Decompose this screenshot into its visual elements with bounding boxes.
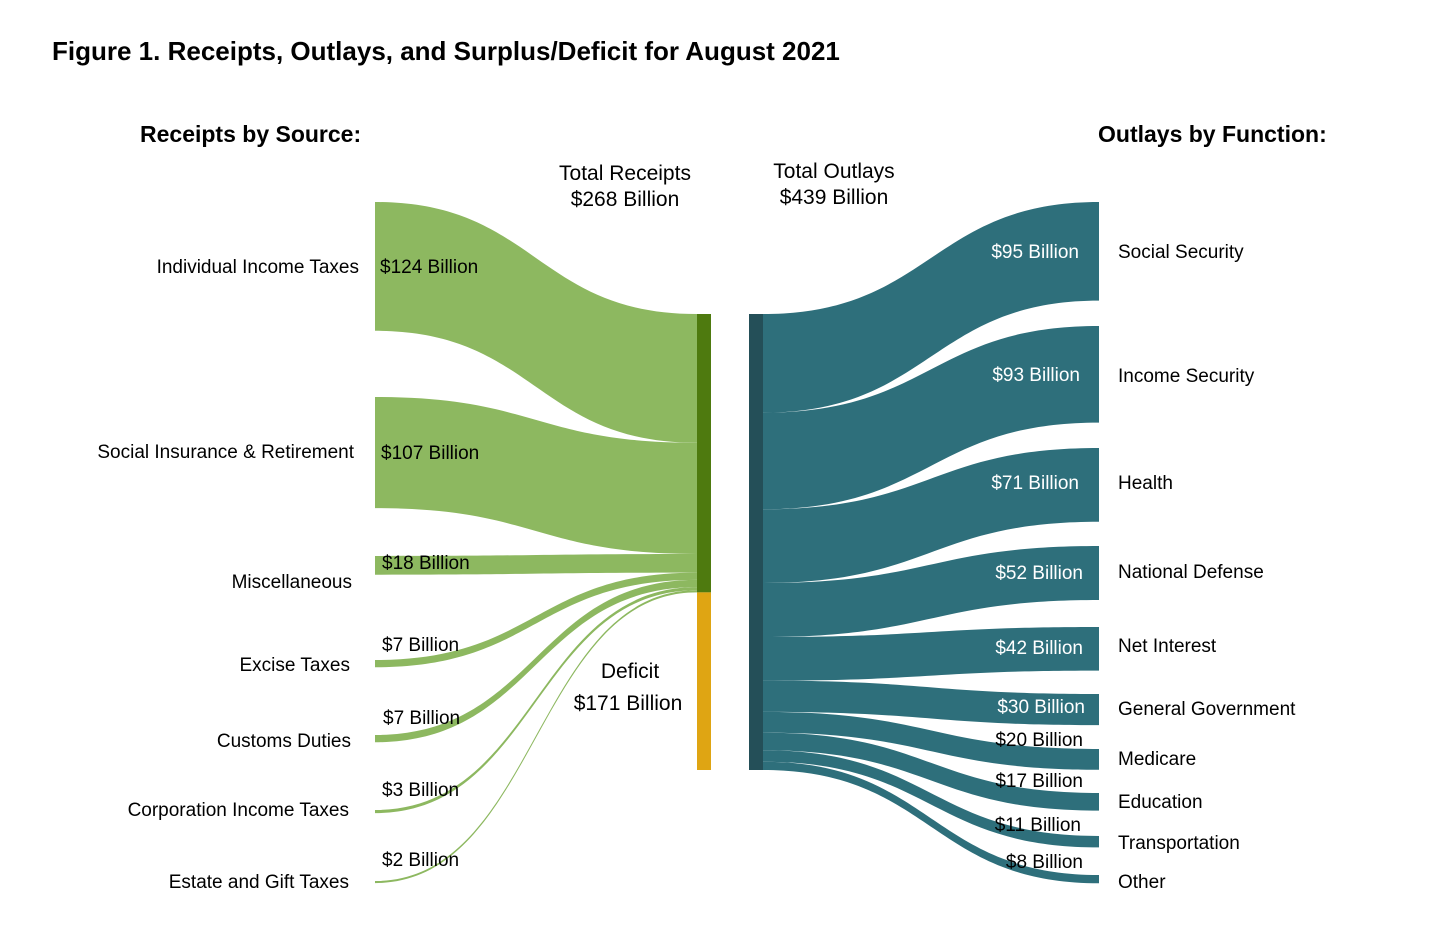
total-outlays-bar xyxy=(749,314,763,770)
outlay-value-general-government: $30 Billion xyxy=(997,697,1085,718)
receipt-name-social-insurance-and-retirement: Social Insurance & Retirement xyxy=(97,442,354,463)
receipt-name-estate-and-gift-taxes: Estate and Gift Taxes xyxy=(169,872,349,893)
outlay-value-health: $71 Billion xyxy=(991,473,1079,494)
receipts-heading: Receipts by Source: xyxy=(140,121,362,147)
outlay-flows xyxy=(763,202,1099,884)
outlay-flow-net-interest xyxy=(763,627,1099,681)
outlay-name-net-interest: Net Interest xyxy=(1118,636,1217,657)
outlay-flow-income-security xyxy=(763,326,1099,510)
outlay-flow-other xyxy=(763,761,1099,884)
outlay-flow-health xyxy=(763,448,1099,584)
deficit-bar xyxy=(697,592,711,770)
outlay-name-education: Education xyxy=(1118,792,1203,813)
outlay-value-transportation: $11 Billion xyxy=(995,815,1081,836)
outlay-value-medicare: $20 Billion xyxy=(995,730,1083,751)
total-receipts-label: Total Receipts xyxy=(559,162,691,185)
outlay-value-income-security: $93 Billion xyxy=(992,365,1080,386)
center-bars xyxy=(697,314,763,770)
receipt-name-excise-taxes: Excise Taxes xyxy=(239,655,350,676)
receipt-flow-customs-duties xyxy=(375,579,697,743)
outlay-name-transportation: Transportation xyxy=(1118,833,1240,854)
receipt-name-customs-duties: Customs Duties xyxy=(217,731,351,752)
outlay-value-net-interest: $42 Billion xyxy=(995,638,1083,659)
outlay-value-other: $8 Billion xyxy=(1006,852,1083,873)
receipt-flows xyxy=(375,202,697,884)
receipt-flow-miscellaneous xyxy=(375,553,697,575)
figure-title: Figure 1. Receipts, Outlays, and Surplus… xyxy=(52,36,840,66)
outlay-flow-general-government xyxy=(763,680,1099,726)
outlay-name-medicare: Medicare xyxy=(1118,749,1196,770)
outlay-value-national-defense: $52 Billion xyxy=(995,563,1083,584)
total-outlays-label: Total Outlays xyxy=(773,160,894,183)
receipt-name-corporation-income-taxes: Corporation Income Taxes xyxy=(128,800,349,821)
total-receipts-bar xyxy=(697,314,711,593)
receipt-value-customs-duties: $7 Billion xyxy=(383,708,460,729)
receipt-flow-estate-and-gift-taxes xyxy=(375,590,697,884)
receipt-value-estate-and-gift-taxes: $2 Billion xyxy=(382,850,459,871)
total-outlays-value: $439 Billion xyxy=(780,186,889,209)
receipt-flow-individual-income-taxes xyxy=(375,202,697,443)
outlay-value-education: $17 Billion xyxy=(995,771,1083,792)
receipt-name-miscellaneous: Miscellaneous xyxy=(232,572,352,593)
outlay-flow-medicare xyxy=(763,711,1099,770)
receipt-value-excise-taxes: $7 Billion xyxy=(382,635,459,656)
receipt-flow-social-insurance-and-retirement xyxy=(375,397,697,554)
outlay-name-national-defense: National Defense xyxy=(1118,562,1264,583)
outlay-name-other: Other xyxy=(1118,872,1166,893)
outlay-name-income-security: Income Security xyxy=(1118,366,1255,387)
receipt-flow-corporation-income-taxes xyxy=(375,587,697,814)
receipt-value-individual-income-taxes: $124 Billion xyxy=(380,257,478,278)
receipt-value-miscellaneous: $18 Billion xyxy=(382,553,470,574)
outlay-flow-transportation xyxy=(763,750,1099,848)
outlay-flow-national-defense xyxy=(763,546,1099,638)
outlay-name-social-security: Social Security xyxy=(1118,242,1244,263)
labels: Total Receipts $268 Billion Total Outlay… xyxy=(97,160,1296,893)
total-receipts-value: $268 Billion xyxy=(571,188,680,211)
outlay-name-general-government: General Government xyxy=(1118,699,1296,720)
receipt-flow-excise-taxes xyxy=(375,572,697,668)
deficit-label: Deficit xyxy=(601,660,660,683)
receipt-name-individual-income-taxes: Individual Income Taxes xyxy=(157,257,359,278)
outlay-flow-education xyxy=(763,732,1099,811)
deficit-value: $171 Billion xyxy=(574,692,683,715)
outlays-heading: Outlays by Function: xyxy=(1098,121,1327,147)
outlay-value-social-security: $95 Billion xyxy=(991,242,1079,263)
outlay-flow-social-security xyxy=(763,202,1099,413)
receipt-value-corporation-income-taxes: $3 Billion xyxy=(382,780,459,801)
outlay-name-health: Health xyxy=(1118,473,1173,494)
receipt-value-social-insurance-and-retirement: $107 Billion xyxy=(381,443,479,464)
